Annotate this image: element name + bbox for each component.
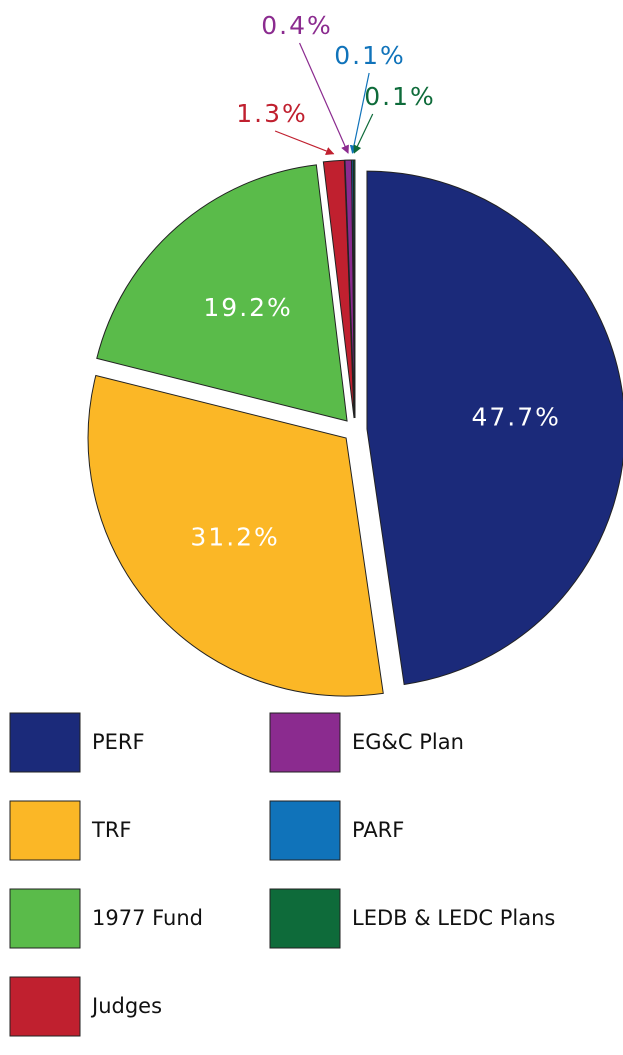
leader-arrow (353, 113, 374, 154)
legend-label: PARF (352, 818, 404, 842)
pie-slice (96, 164, 348, 422)
pie-slice (87, 374, 384, 697)
slice-label: 0.1% (334, 41, 406, 70)
slice-label: 31.2% (190, 522, 279, 551)
legend-swatch (269, 800, 341, 861)
slice-label: 0.1% (364, 82, 436, 111)
legend-label: PERF (92, 730, 145, 754)
pie-slice (322, 159, 355, 419)
legend-swatch (9, 800, 81, 861)
slice-label: 19.2% (203, 293, 292, 322)
legend-label: LEDB & LEDC Plans (352, 906, 555, 930)
slice-label: 47.7% (472, 402, 561, 431)
legend-swatch (9, 712, 81, 773)
legend-label: 1977 Fund (92, 906, 203, 930)
pie-slice (352, 159, 356, 419)
slice-label: 1.3% (236, 99, 308, 128)
leader-arrow (349, 72, 370, 154)
legend-swatch (9, 976, 81, 1037)
pie-slice (366, 170, 623, 686)
legend-label: TRF (91, 818, 132, 842)
legend-swatch (9, 888, 81, 949)
legend-swatch (269, 712, 341, 773)
legend-swatch (269, 888, 341, 949)
leader-arrow (274, 130, 335, 156)
legend-label: EG&C Plan (352, 730, 464, 754)
legend-label: Judges (90, 994, 162, 1018)
slice-label: 0.4% (261, 11, 333, 40)
leader-arrow (299, 42, 349, 154)
